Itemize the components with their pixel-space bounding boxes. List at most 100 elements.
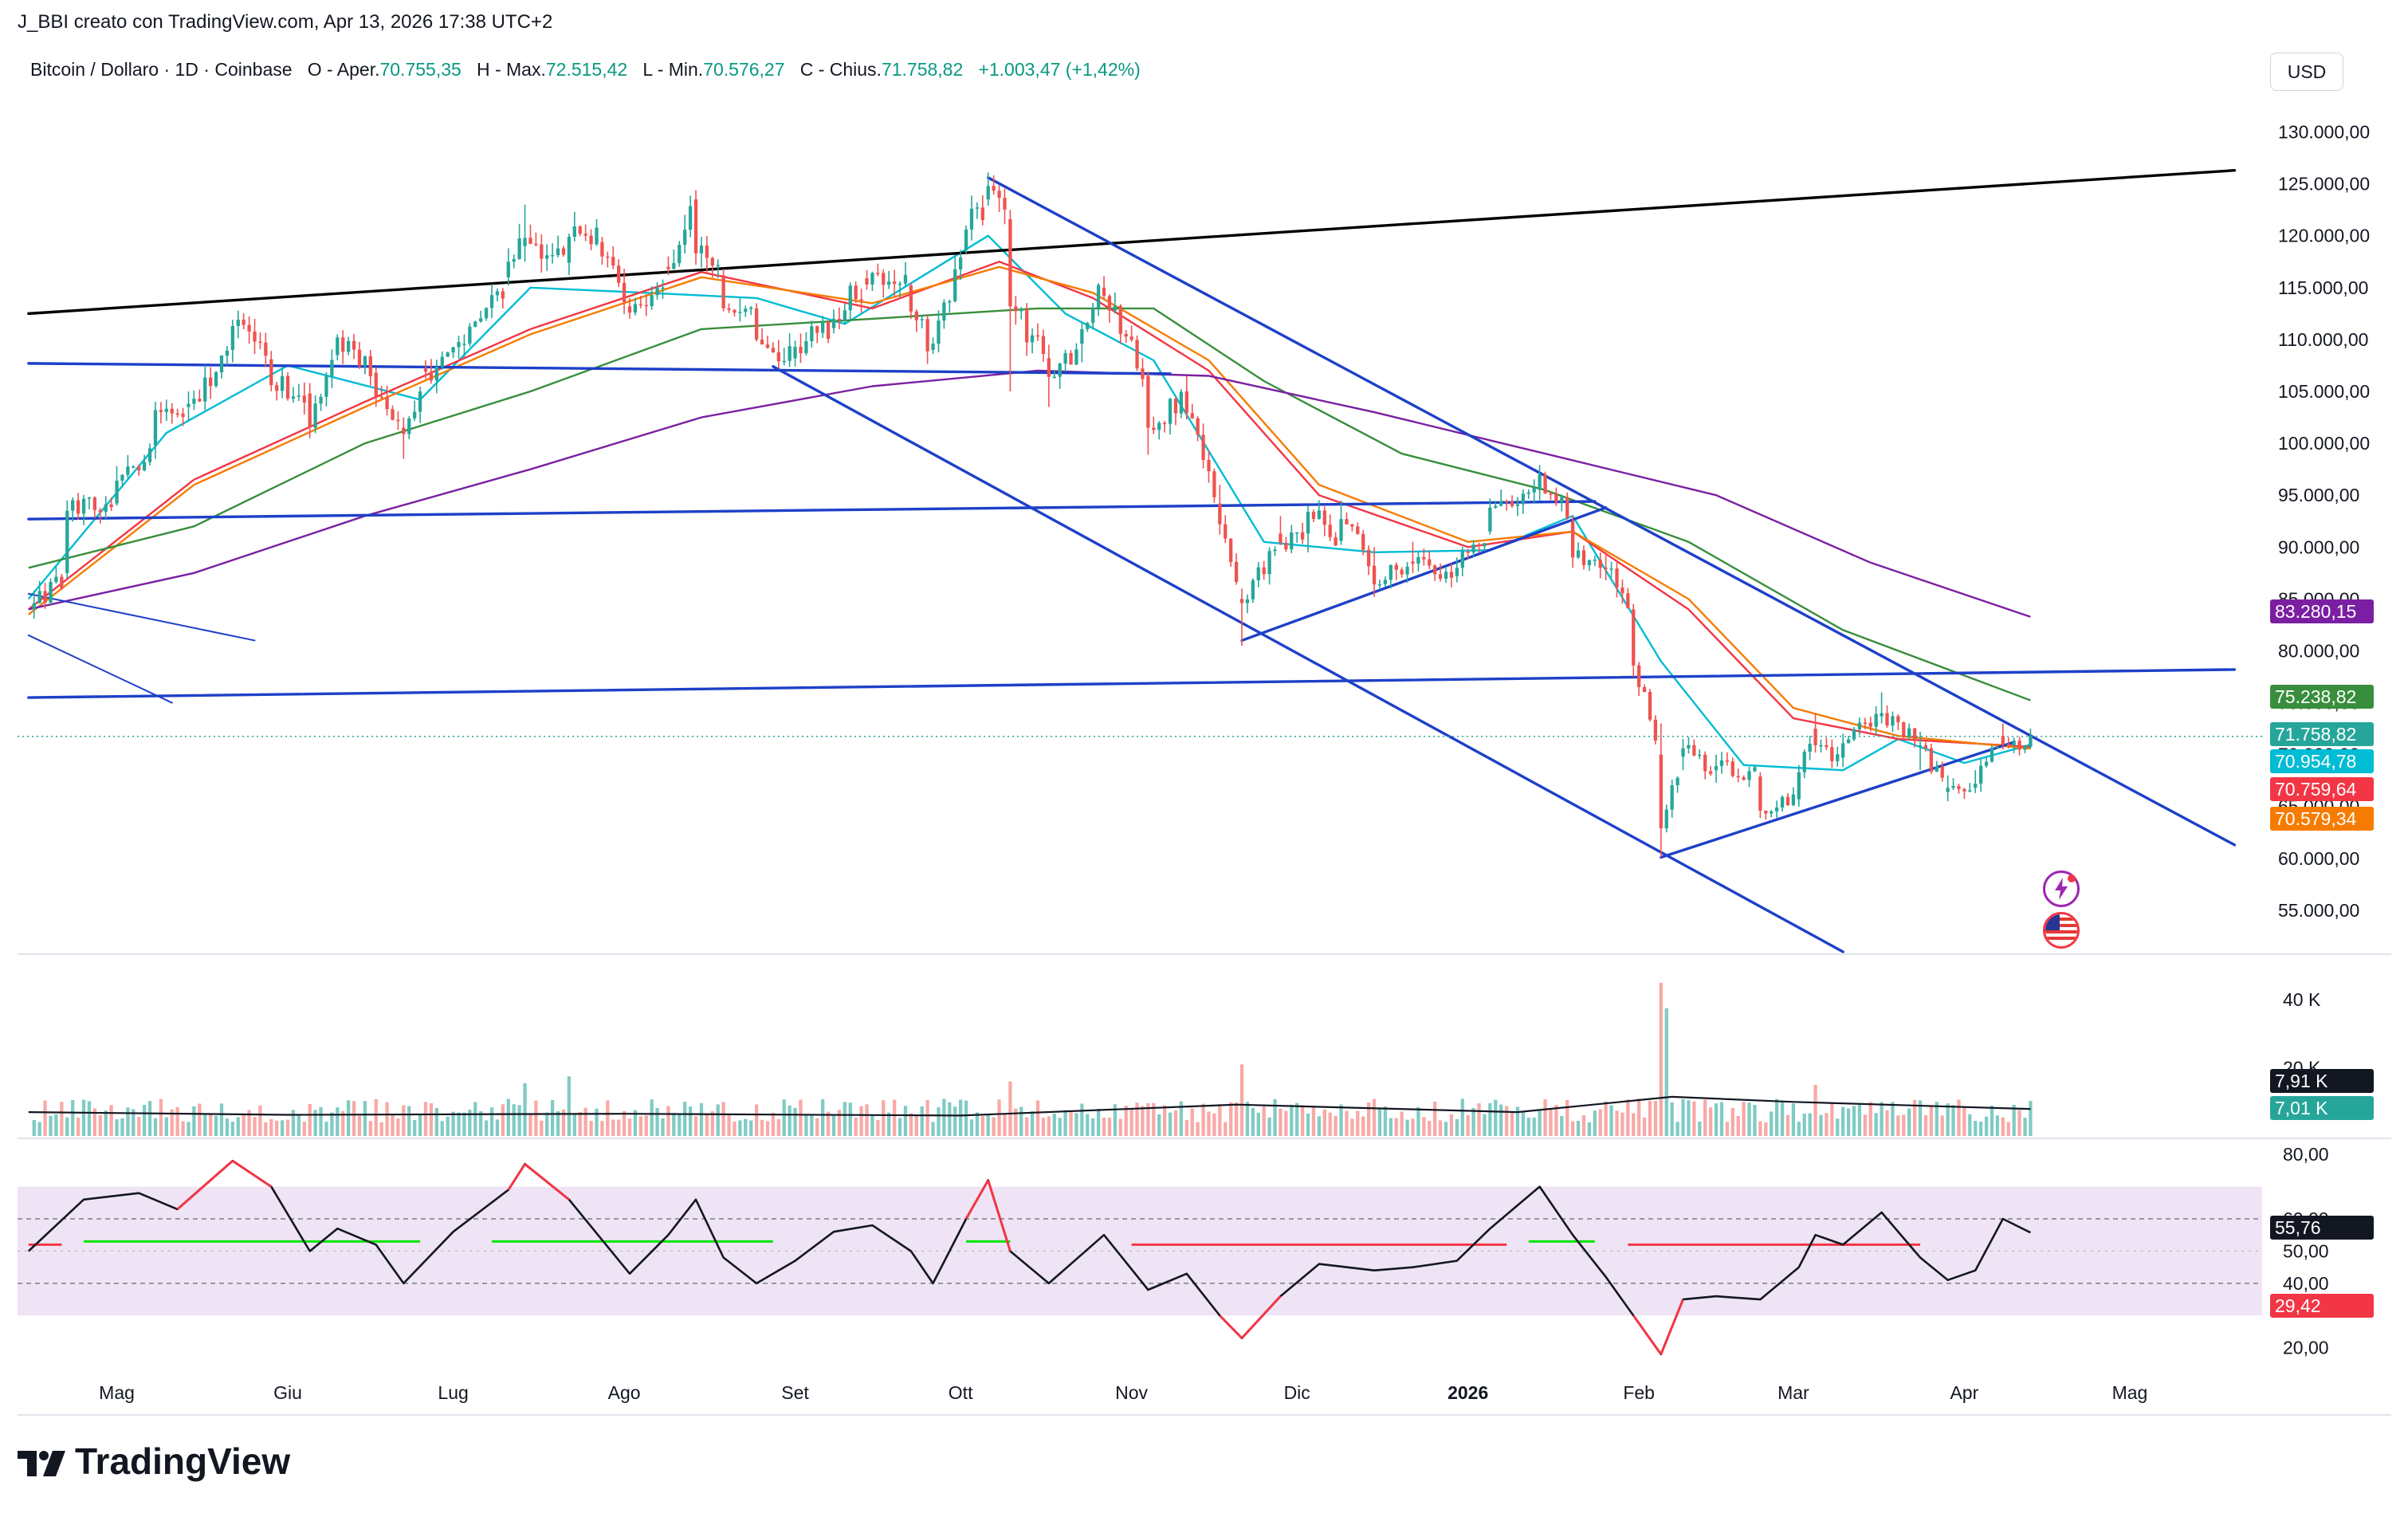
volume-bar	[269, 1118, 273, 1136]
volume-bar	[264, 1122, 268, 1136]
rsi-extreme-segment	[507, 1163, 526, 1191]
candle-body	[1642, 686, 1647, 693]
open-value: 70.755,35	[379, 59, 462, 80]
trendline-blue-lower-channel	[772, 365, 1844, 953]
candle-body	[1736, 776, 1740, 778]
volume-bar	[1377, 1108, 1382, 1136]
candle-body	[1907, 728, 1911, 737]
candle-body	[341, 337, 345, 352]
volume-bar	[1488, 1102, 1492, 1136]
candle-body	[1405, 566, 1409, 575]
candle-body	[1637, 665, 1641, 687]
volume-bar	[1880, 1102, 1884, 1136]
volume-bar	[606, 1100, 610, 1136]
candle-body	[484, 308, 489, 319]
volume-bar	[275, 1120, 279, 1136]
time-axis-label: Set	[781, 1382, 809, 1403]
candle-body	[1747, 771, 1751, 780]
candle-body	[132, 466, 136, 468]
candle-body	[1389, 564, 1393, 580]
volume-bar	[540, 1120, 544, 1136]
volume-bar	[1770, 1111, 1774, 1136]
candle-body	[920, 319, 924, 320]
volume-bar	[1714, 1103, 1719, 1136]
volume-bar	[1703, 1099, 1707, 1136]
candle-body	[683, 230, 687, 246]
volume-bar	[953, 1106, 957, 1136]
candle-body	[291, 396, 296, 399]
tradingview-logo[interactable]: TradingView	[18, 1440, 290, 1483]
candle-body	[1025, 308, 1029, 343]
candle-body	[1014, 306, 1018, 312]
volume-bar	[1091, 1118, 1095, 1136]
volume-bar	[1554, 1104, 1558, 1136]
candle-body	[903, 274, 908, 284]
volume-bar	[1802, 1114, 1806, 1136]
candle-body	[1581, 550, 1586, 566]
candle-body	[1284, 543, 1288, 550]
candle-body	[374, 372, 378, 397]
ma-purple	[28, 369, 2031, 618]
volume-bar	[1477, 1102, 1481, 1136]
ma-red	[28, 261, 2031, 748]
candle-body	[1984, 761, 1989, 766]
symbol-label[interactable]: Bitcoin / Dollaro · 1D · Coinbase	[30, 59, 293, 80]
candle-body	[627, 306, 632, 313]
volume-bar	[523, 1083, 527, 1136]
volume-bar	[120, 1118, 124, 1136]
candle-body	[319, 396, 323, 404]
currency-button[interactable]: USD	[2270, 53, 2343, 91]
candle-body	[589, 235, 593, 245]
candle-body	[1460, 552, 1464, 568]
volume-bar	[1753, 1105, 1757, 1136]
candle-body	[1587, 560, 1592, 566]
candle-body	[1102, 287, 1106, 297]
volume-bar	[727, 1114, 731, 1136]
volume-bar	[1025, 1117, 1029, 1136]
axis-price-tag: 70.954,78	[2275, 751, 2356, 772]
candle-body	[1273, 549, 1277, 552]
candle-body	[1239, 599, 1244, 603]
rsi-extreme-segment	[1240, 1295, 1282, 1339]
volume-bar	[997, 1099, 1001, 1136]
volume-bar	[909, 1113, 913, 1136]
candle-body	[1560, 497, 1564, 503]
volume-bar	[1052, 1114, 1056, 1136]
volume-bar	[280, 1120, 285, 1136]
candle-body	[308, 393, 312, 428]
volume-bar	[622, 1110, 627, 1136]
volume-bar	[1295, 1102, 1299, 1136]
candle-body	[1422, 556, 1426, 560]
volume-bar	[1455, 1118, 1459, 1136]
candle-body	[1874, 713, 1878, 727]
volume-bar	[330, 1112, 334, 1136]
us-flag-icon[interactable]	[2043, 912, 2080, 949]
tradingview-logo-icon	[18, 1445, 67, 1477]
volume-bar	[534, 1100, 538, 1136]
volume-bar	[49, 1115, 53, 1136]
volume-bar	[528, 1114, 532, 1136]
candle-body	[1449, 572, 1454, 578]
candle-body	[1819, 745, 1823, 747]
candle-body	[578, 226, 582, 234]
candle-body	[407, 418, 411, 434]
candle-body	[230, 326, 234, 350]
candle-body	[297, 395, 301, 397]
volume-bar	[992, 1117, 996, 1136]
volume-bar	[451, 1111, 455, 1136]
volume-bar	[699, 1102, 704, 1136]
candle-body	[1035, 335, 1040, 337]
candle-body	[678, 245, 682, 264]
candle-body	[429, 371, 434, 381]
volume-bar	[423, 1102, 428, 1136]
candle-body	[1377, 584, 1382, 586]
volume-bar	[159, 1098, 163, 1136]
candle-body	[396, 419, 400, 422]
candle-body	[1428, 559, 1432, 566]
volume-bar	[666, 1106, 670, 1136]
candle-body	[1841, 743, 1845, 758]
candle-body	[357, 349, 362, 367]
volume-bar	[187, 1122, 191, 1136]
lightning-icon[interactable]	[2043, 870, 2080, 907]
